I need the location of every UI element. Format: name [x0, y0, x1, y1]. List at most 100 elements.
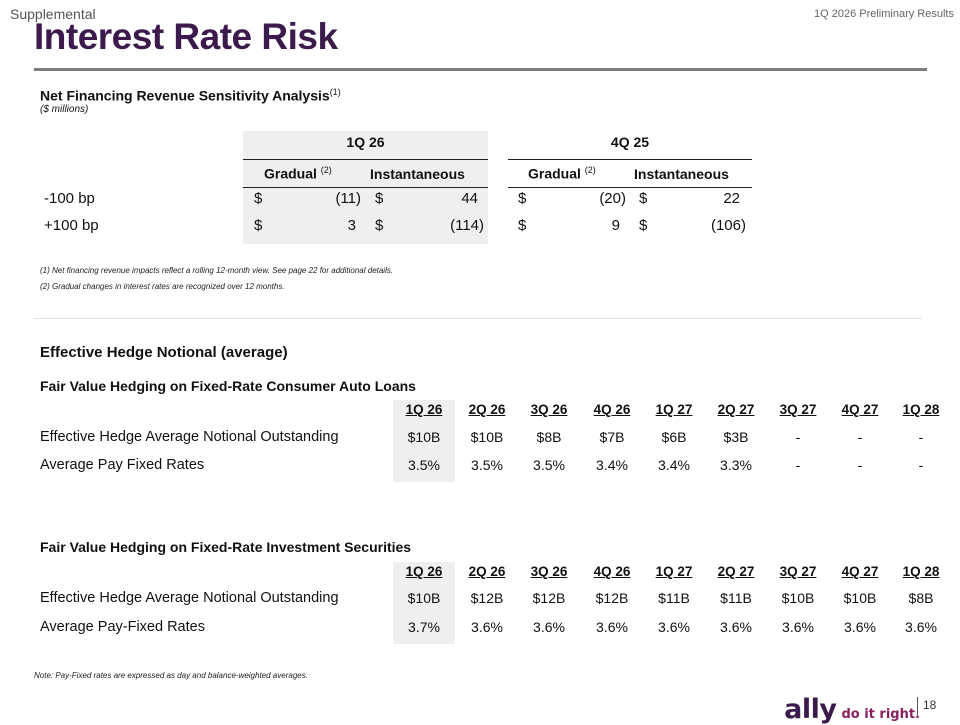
- gradual-header-4q25: Gradual (2): [528, 165, 596, 182]
- cell-1q26-inst-cur: $: [375, 217, 384, 234]
- auto-col-header: 3Q 27: [779, 402, 817, 417]
- securities-col-header: 4Q 27: [841, 564, 879, 579]
- period-header-1q26: 1Q 26: [346, 134, 385, 150]
- row-label-plus100: +100 bp: [44, 217, 99, 234]
- auto-row-label-rate: Average Pay Fixed Rates: [40, 457, 205, 473]
- securities-cell: 3.6%: [596, 619, 628, 635]
- securities-cell: 3.6%: [844, 619, 876, 635]
- subheader-underline-1q26: [243, 187, 488, 188]
- securities-hedge-heading: Fair Value Hedging on Fixed-Rate Investm…: [40, 539, 412, 555]
- auto-current-shade: [393, 400, 455, 482]
- sensitivity-heading: Net Financing Revenue Sensitivity Analys…: [40, 87, 341, 104]
- auto-cell: -: [857, 429, 863, 445]
- auto-col-header: 4Q 26: [593, 402, 631, 417]
- securities-cell: $11B: [720, 590, 752, 606]
- securities-cell: 3.6%: [720, 619, 752, 635]
- sensitivity-heading-text: Net Financing Revenue Sensitivity Analys…: [40, 87, 330, 104]
- auto-cell: 3.5%: [533, 457, 565, 473]
- securities-cell: 3.6%: [658, 619, 690, 635]
- auto-cell: -: [918, 457, 924, 473]
- securities-cell: $11B: [658, 590, 690, 606]
- auto-cell: $10B: [407, 429, 441, 445]
- auto-cell: $10B: [470, 429, 504, 445]
- cell-1q26-gradual-val: 3: [347, 217, 356, 234]
- auto-cell: -: [857, 457, 863, 473]
- auto-cell: 3.5%: [471, 457, 503, 473]
- section-divider: [34, 318, 922, 319]
- securities-col-header: 1Q 28: [902, 564, 940, 579]
- cell-4q25-inst-cur: $: [639, 217, 648, 234]
- title-rule: [34, 68, 927, 71]
- auto-cell: 3.5%: [408, 457, 440, 473]
- cell-1q26-gradual-val: (11): [335, 190, 361, 207]
- auto-col-header: 1Q 28: [902, 402, 940, 417]
- cell-4q25-gradual-val: 9: [611, 217, 620, 234]
- auto-hedge-heading: Fair Value Hedging on Fixed-Rate Consume…: [40, 378, 416, 394]
- securities-row-label-rate: Average Pay-Fixed Rates: [40, 619, 205, 635]
- cell-4q25-gradual-val: (20): [599, 190, 626, 207]
- auto-cell: 3.4%: [596, 457, 628, 473]
- instantaneous-header-1q26: Instantaneous: [370, 166, 465, 182]
- securities-col-header: 2Q 26: [468, 564, 506, 579]
- auto-cell: $3B: [723, 429, 749, 445]
- securities-cell: 3.7%: [408, 619, 440, 635]
- securities-col-header: 1Q 26: [405, 564, 443, 579]
- period-label: 1Q 2026 Preliminary Results: [813, 8, 954, 20]
- securities-cell: $8B: [908, 590, 934, 606]
- section-label: Supplemental: [10, 6, 96, 22]
- auto-cell: $7B: [599, 429, 625, 445]
- logo-tagline: do it right.: [841, 707, 920, 722]
- cell-1q26-gradual-cur: $: [254, 190, 263, 207]
- cell-4q25-inst-cur: $: [639, 190, 648, 207]
- securities-cell: $10B: [781, 590, 815, 606]
- cell-4q25-inst-val: (106): [710, 217, 746, 234]
- securities-row-label-notional: Effective Hedge Average Notional Outstan…: [40, 590, 339, 606]
- page-title: Interest Rate Risk: [34, 16, 338, 57]
- cell-1q26-gradual-cur: $: [254, 217, 263, 234]
- logo-wordmark: ally: [784, 694, 837, 725]
- auto-row-label-notional: Effective Hedge Average Notional Outstan…: [40, 429, 339, 445]
- cell-1q26-inst-val: 44: [461, 190, 478, 207]
- auto-cell: $6B: [661, 429, 687, 445]
- hedge-heading: Effective Hedge Notional (average): [40, 344, 288, 361]
- securities-col-header: 3Q 26: [530, 564, 568, 579]
- securities-cell: 3.6%: [471, 619, 503, 635]
- auto-cell: 3.4%: [658, 457, 690, 473]
- auto-cell: -: [918, 429, 924, 445]
- auto-col-header: 4Q 27: [841, 402, 879, 417]
- auto-cell: -: [795, 457, 801, 473]
- securities-cell: 3.6%: [905, 619, 937, 635]
- securities-cell: $12B: [532, 590, 566, 606]
- period-underline-1q26: [243, 159, 488, 160]
- instantaneous-header-4q25: Instantaneous: [634, 166, 729, 182]
- footnote-2: (2) Gradual changes in interest rates ar…: [40, 282, 285, 291]
- sensitivity-heading-footnote: (1): [329, 87, 341, 97]
- row-label-minus100: -100 bp: [44, 190, 95, 207]
- ally-logo: ally do it right.: [784, 694, 920, 725]
- page-number: 18: [923, 698, 937, 712]
- securities-col-header: 3Q 27: [779, 564, 817, 579]
- securities-col-header: 1Q 27: [655, 564, 693, 579]
- gradual-header-1q26-text: Gradual: [264, 165, 317, 182]
- gradual-header-4q25-text: Gradual: [528, 165, 581, 182]
- securities-col-header: 4Q 26: [593, 564, 631, 579]
- footnote-1: (1) Net financing revenue impacts reflec…: [40, 266, 394, 275]
- auto-cell: $8B: [536, 429, 562, 445]
- auto-cell: -: [795, 429, 801, 445]
- auto-col-header: 3Q 26: [530, 402, 568, 417]
- auto-col-header: 2Q 27: [717, 402, 755, 417]
- period-underline-4q25: [508, 159, 752, 160]
- gradual-header-1q26: Gradual (2): [264, 165, 332, 182]
- cell-1q26-inst-val: (114): [450, 217, 484, 234]
- units-label: ($ millions): [40, 104, 89, 115]
- cell-4q25-inst-val: 22: [723, 190, 740, 207]
- securities-cell: $10B: [407, 590, 441, 606]
- securities-cell: $12B: [470, 590, 504, 606]
- securities-cell: $12B: [595, 590, 629, 606]
- cell-1q26-inst-cur: $: [375, 190, 384, 207]
- securities-current-shade: [393, 562, 455, 644]
- period-header-4q25: 4Q 25: [610, 134, 650, 150]
- gradual-header-4q25-footnote: (2): [584, 165, 596, 175]
- securities-cell: 3.6%: [533, 619, 565, 635]
- cell-4q25-gradual-cur: $: [518, 217, 527, 234]
